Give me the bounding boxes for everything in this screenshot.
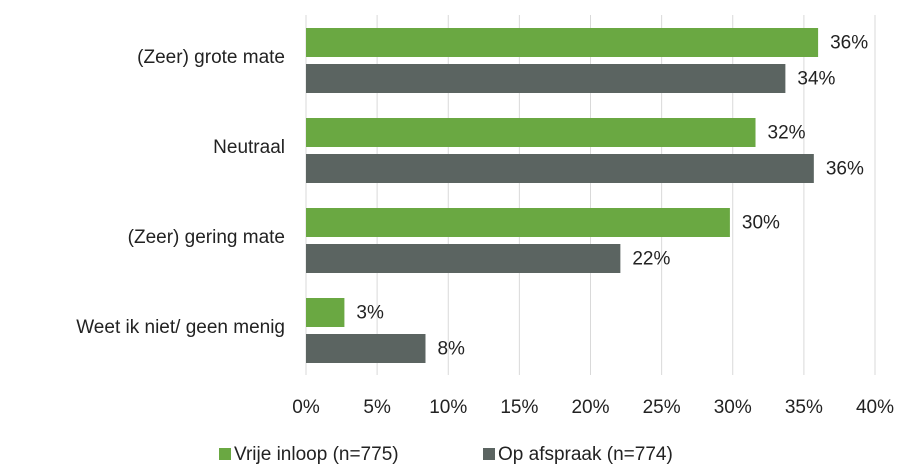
data-label: 36% [830,33,868,54]
x-tick-label: 10% [429,397,467,418]
data-label: 3% [356,303,384,324]
bar [306,64,786,93]
x-tick-label: 0% [292,397,320,418]
y-tick-label: Neutraal [213,137,285,158]
data-label: 36% [826,159,864,180]
x-tick-label: 15% [500,397,538,418]
legend-label: Op afspraak (n=774) [498,444,673,465]
bar [306,298,345,327]
data-label: 8% [437,339,465,360]
legend-swatch [219,448,231,460]
data-label: 22% [632,249,670,270]
x-tick-label: 25% [643,397,681,418]
y-tick-label: (Zeer) gering mate [128,227,285,248]
x-tick-label: 35% [785,397,823,418]
y-tick-label: (Zeer) grote mate [137,47,285,68]
data-label: 34% [797,69,835,90]
x-tick-label: 5% [363,397,391,418]
bar [306,208,730,237]
bar [306,154,814,183]
bar [306,28,819,57]
x-tick-label: 20% [571,397,609,418]
legend-swatch [483,448,495,460]
bar [306,334,426,363]
bar [306,244,621,273]
x-tick-label: 40% [856,397,894,418]
x-tick-label: 30% [714,397,752,418]
data-label: 32% [768,123,806,144]
legend-label: Vrije inloop (n=775) [234,444,399,465]
y-tick-label: Weet ik niet/ geen menig [76,317,285,338]
data-label: 30% [742,213,780,234]
bar [306,118,756,147]
